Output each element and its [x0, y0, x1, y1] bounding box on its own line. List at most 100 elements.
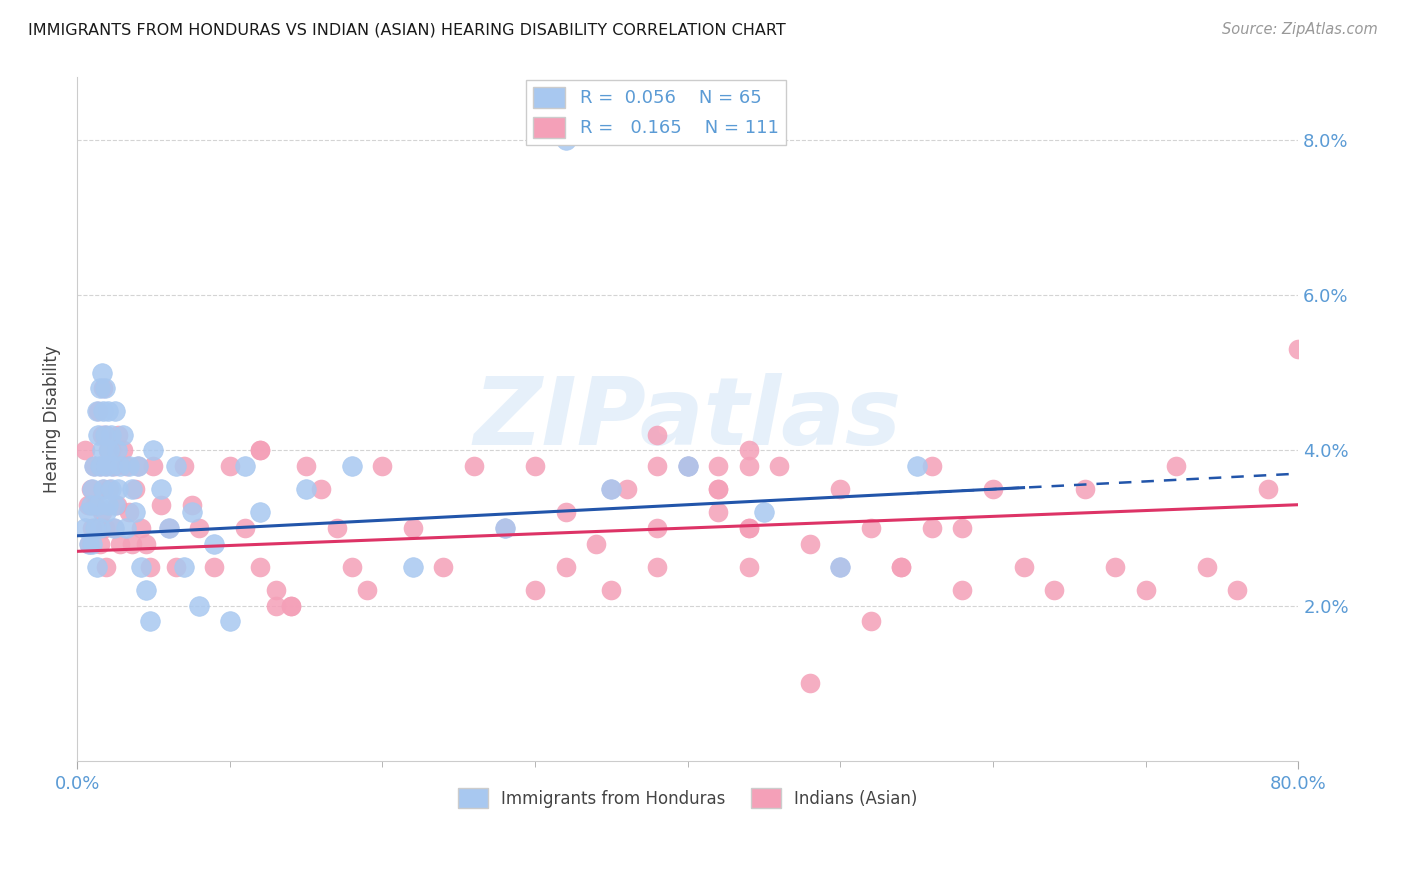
Point [108, 458, 131, 473]
Point [554, 132, 576, 146]
Point [165, 559, 187, 574]
Point [204, 536, 226, 550]
Point [157, 521, 180, 535]
Point [249, 443, 271, 458]
Point [1166, 458, 1188, 473]
Point [86, 404, 108, 418]
Point [98, 443, 121, 458]
Point [768, 458, 790, 473]
Point [90, 366, 112, 380]
Point [830, 482, 852, 496]
Point [325, 521, 347, 535]
Point [921, 458, 943, 473]
Point [233, 521, 256, 535]
Point [952, 521, 974, 535]
Point [91, 482, 114, 496]
Point [118, 458, 141, 473]
Point [104, 404, 127, 418]
Point [83, 458, 105, 473]
Point [600, 482, 623, 496]
Point [129, 521, 152, 535]
Point [139, 614, 162, 628]
Point [105, 498, 128, 512]
Point [93, 521, 115, 535]
Point [111, 443, 134, 458]
Point [1043, 583, 1066, 598]
Point [859, 614, 882, 628]
Point [645, 521, 668, 535]
Point [295, 458, 318, 473]
Point [89, 521, 111, 535]
Point [432, 559, 454, 574]
Point [83, 458, 105, 473]
Point [129, 559, 152, 574]
Point [98, 482, 121, 496]
Point [91, 381, 114, 395]
Point [738, 458, 761, 473]
Point [249, 506, 271, 520]
Point [82, 521, 104, 535]
Point [91, 404, 114, 418]
Point [80, 482, 103, 496]
Point [104, 498, 127, 512]
Point [97, 498, 120, 512]
Point [104, 458, 127, 473]
Point [340, 559, 363, 574]
Point [585, 536, 607, 550]
Point [218, 614, 240, 628]
Text: IMMIGRANTS FROM HONDURAS VS INDIAN (ASIAN) HEARING DISABILITY CORRELATION CHART: IMMIGRANTS FROM HONDURAS VS INDIAN (ASIA… [28, 22, 786, 37]
Point [280, 599, 302, 613]
Point [100, 427, 122, 442]
Point [524, 583, 547, 598]
Point [249, 559, 271, 574]
Point [93, 427, 115, 442]
Text: ZIPatlas: ZIPatlas [474, 373, 901, 466]
Point [127, 458, 149, 473]
Point [1073, 482, 1095, 496]
Point [645, 458, 668, 473]
Point [76, 498, 98, 512]
Point [94, 506, 117, 520]
Point [91, 482, 114, 496]
Point [87, 498, 110, 512]
Point [890, 559, 912, 574]
Point [100, 443, 122, 458]
Point [707, 482, 730, 496]
Point [600, 482, 623, 496]
Point [707, 506, 730, 520]
Point [87, 427, 110, 442]
Point [356, 583, 378, 598]
Point [738, 443, 761, 458]
Y-axis label: Hearing Disability: Hearing Disability [44, 345, 60, 493]
Point [188, 599, 211, 613]
Point [264, 599, 287, 613]
Point [616, 482, 638, 496]
Point [73, 443, 96, 458]
Point [157, 521, 180, 535]
Point [859, 521, 882, 535]
Point [103, 521, 125, 535]
Point [233, 458, 256, 473]
Point [311, 482, 333, 496]
Point [165, 458, 187, 473]
Point [118, 506, 141, 520]
Point [1012, 559, 1035, 574]
Point [90, 427, 112, 442]
Point [150, 498, 173, 512]
Point [79, 536, 101, 550]
Point [135, 583, 157, 598]
Point [280, 599, 302, 613]
Point [188, 521, 211, 535]
Point [84, 498, 107, 512]
Point [204, 559, 226, 574]
Point [180, 506, 202, 520]
Point [952, 583, 974, 598]
Text: Source: ZipAtlas.com: Source: ZipAtlas.com [1222, 22, 1378, 37]
Point [97, 404, 120, 418]
Point [738, 521, 761, 535]
Point [799, 676, 821, 690]
Point [127, 458, 149, 473]
Point [738, 559, 761, 574]
Point [600, 583, 623, 598]
Point [371, 458, 394, 473]
